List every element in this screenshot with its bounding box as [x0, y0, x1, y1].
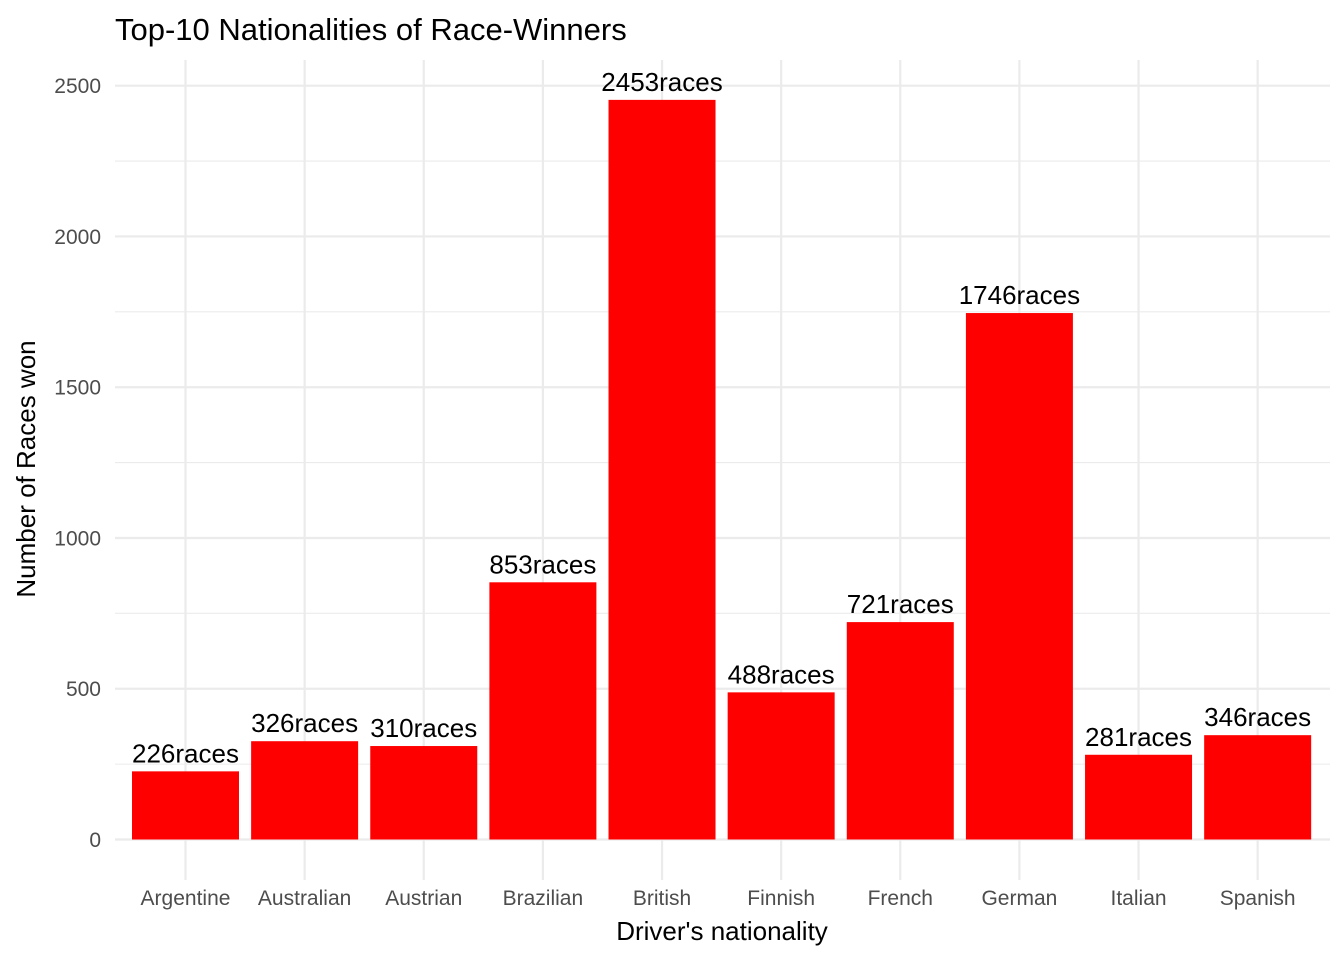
- data-label-british: 2453races: [601, 67, 722, 97]
- y-tick-label: 1000: [54, 527, 101, 550]
- data-label-argentine: 226races: [132, 738, 239, 768]
- x-tick-label: Brazilian: [503, 887, 584, 910]
- x-tick-label: Australian: [258, 887, 351, 910]
- bar-argentine: [132, 771, 239, 840]
- x-axis-ticks: Argentine Australian Austrian Brazilian Brit…: [141, 887, 1296, 910]
- bar-finnish: [727, 692, 835, 840]
- data-label-spanish: 346races: [1204, 702, 1311, 732]
- y-tick-label: 0: [89, 829, 101, 852]
- y-axis-title: Number of Races won: [11, 340, 41, 597]
- bar-british: [608, 99, 716, 840]
- x-tick-label: Argentine: [141, 887, 231, 910]
- x-tick-label: Austrian: [385, 887, 462, 910]
- x-tick-label: German: [981, 887, 1057, 910]
- x-tick-label: Italian: [1111, 887, 1167, 910]
- data-label-austrian: 310races: [370, 713, 477, 743]
- y-tick-label: 500: [66, 678, 101, 701]
- data-label-french: 721races: [847, 589, 954, 619]
- bar-spanish: [1204, 735, 1312, 840]
- y-tick-label: 2500: [54, 75, 101, 98]
- data-label-australian: 326races: [251, 708, 358, 738]
- bar-australian: [251, 741, 359, 840]
- y-axis-ticks: 0 500 1000 1500 2000 2500: [54, 75, 101, 852]
- y-tick-label: 1500: [54, 377, 101, 400]
- bar-italian: [1085, 754, 1193, 840]
- data-label-finnish: 488races: [728, 659, 835, 689]
- bar-austrian: [370, 746, 478, 840]
- x-tick-label: British: [633, 887, 691, 910]
- data-labels: 226races 326races 310races 853races 2453race…: [132, 67, 1311, 768]
- y-tick-label: 2000: [54, 226, 101, 249]
- x-axis-title: Driver's nationality: [616, 916, 828, 946]
- chart-title: Top-10 Nationalities of Race-Winners: [115, 12, 627, 47]
- bar-french: [846, 622, 954, 840]
- bar-brazilian: [489, 582, 597, 840]
- data-label-german: 1746races: [959, 280, 1080, 310]
- x-tick-label: Spanish: [1220, 887, 1296, 910]
- data-label-italian: 281races: [1085, 722, 1192, 752]
- bar-german: [965, 313, 1073, 840]
- bars: [132, 99, 1312, 840]
- data-label-brazilian: 853races: [489, 549, 596, 579]
- x-tick-label: French: [868, 887, 933, 910]
- x-tick-label: Finnish: [747, 887, 815, 910]
